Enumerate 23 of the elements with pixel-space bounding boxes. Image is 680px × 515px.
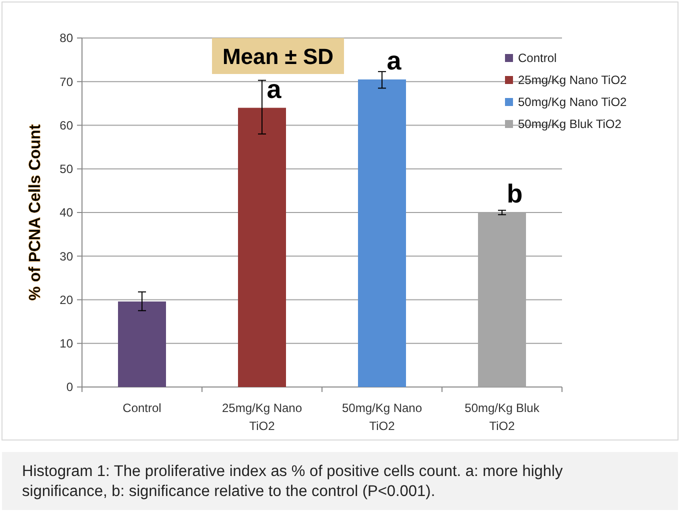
legend-label: 50mg/Kg Bluk TiO2 <box>518 117 622 132</box>
y-tick-label: 30 <box>60 249 74 264</box>
legend-label: Control <box>518 51 557 66</box>
x-tick-label: 50mg/Kg Nano TiO2 <box>342 401 422 433</box>
annotation: Mean ± SD <box>222 44 334 69</box>
y-tick-label: 0 <box>66 380 74 394</box>
x-tick-label: Control <box>122 401 162 415</box>
y-tick-label: 60 <box>60 118 74 132</box>
y-tick-label: 10 <box>60 336 74 351</box>
legend-label: 25mg/Kg Nano TiO2 <box>518 73 628 88</box>
y-tick-label: 70 <box>60 74 74 89</box>
x-tick-label: 25mg/Kg Nano TiO2 <box>222 401 302 433</box>
legend-label: 50mg/Kg Nano TiO2 <box>518 95 628 110</box>
y-tick-label: 50 <box>60 162 74 176</box>
y-tick-label: 80 <box>60 31 74 46</box>
y-tick-label: 40 <box>60 206 74 220</box>
text: Histogram 1: The proliferative index as % of positive cells count. a: more highly significance, b: significance relative to the control (P<0.001). <box>22 463 563 500</box>
annotation: a <box>386 45 402 76</box>
y-axis-title: % of PCNA Cells Count <box>27 124 44 301</box>
annotation: a <box>266 74 282 104</box>
x-tick-label: 50mg/Kg Bluk TiO2 <box>464 401 540 433</box>
annotation: b <box>506 178 523 208</box>
y-tick-label: 20 <box>60 292 74 307</box>
